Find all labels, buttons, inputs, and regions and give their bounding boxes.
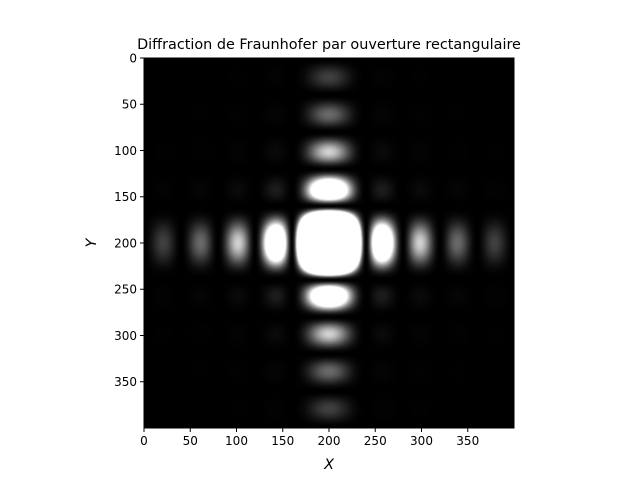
y-tick-label: 300 [114, 329, 137, 343]
x-tick-label: 100 [225, 434, 248, 448]
x-tick-label: 300 [410, 434, 433, 448]
y-tick-label: 0 [129, 51, 137, 65]
chart-title: Diffraction de Fraunhofer par ouverture … [137, 37, 521, 53]
diffraction-heatmap [144, 58, 514, 428]
x-tick-label: 200 [318, 434, 341, 448]
y-axis-label: Y [84, 237, 100, 247]
y-tick-label: 150 [114, 190, 137, 204]
y-tick-label: 100 [114, 144, 137, 158]
y-axis: 0 50 100 150 200 250 300 350 [114, 51, 144, 389]
y-tick-label: 250 [114, 283, 137, 297]
x-tick-label: 50 [183, 434, 198, 448]
x-axis-label: X [323, 457, 335, 473]
x-tick-label: 0 [140, 434, 148, 448]
x-tick-label: 250 [364, 434, 387, 448]
plot-frame [143, 57, 515, 429]
x-tick-label: 350 [456, 434, 479, 448]
x-axis: 0 50 100 150 200 250 300 350 [140, 428, 479, 448]
y-tick-label: 50 [122, 98, 137, 112]
y-tick-label: 200 [114, 236, 137, 250]
x-tick-label: 150 [271, 434, 294, 448]
y-tick-label: 350 [114, 375, 137, 389]
